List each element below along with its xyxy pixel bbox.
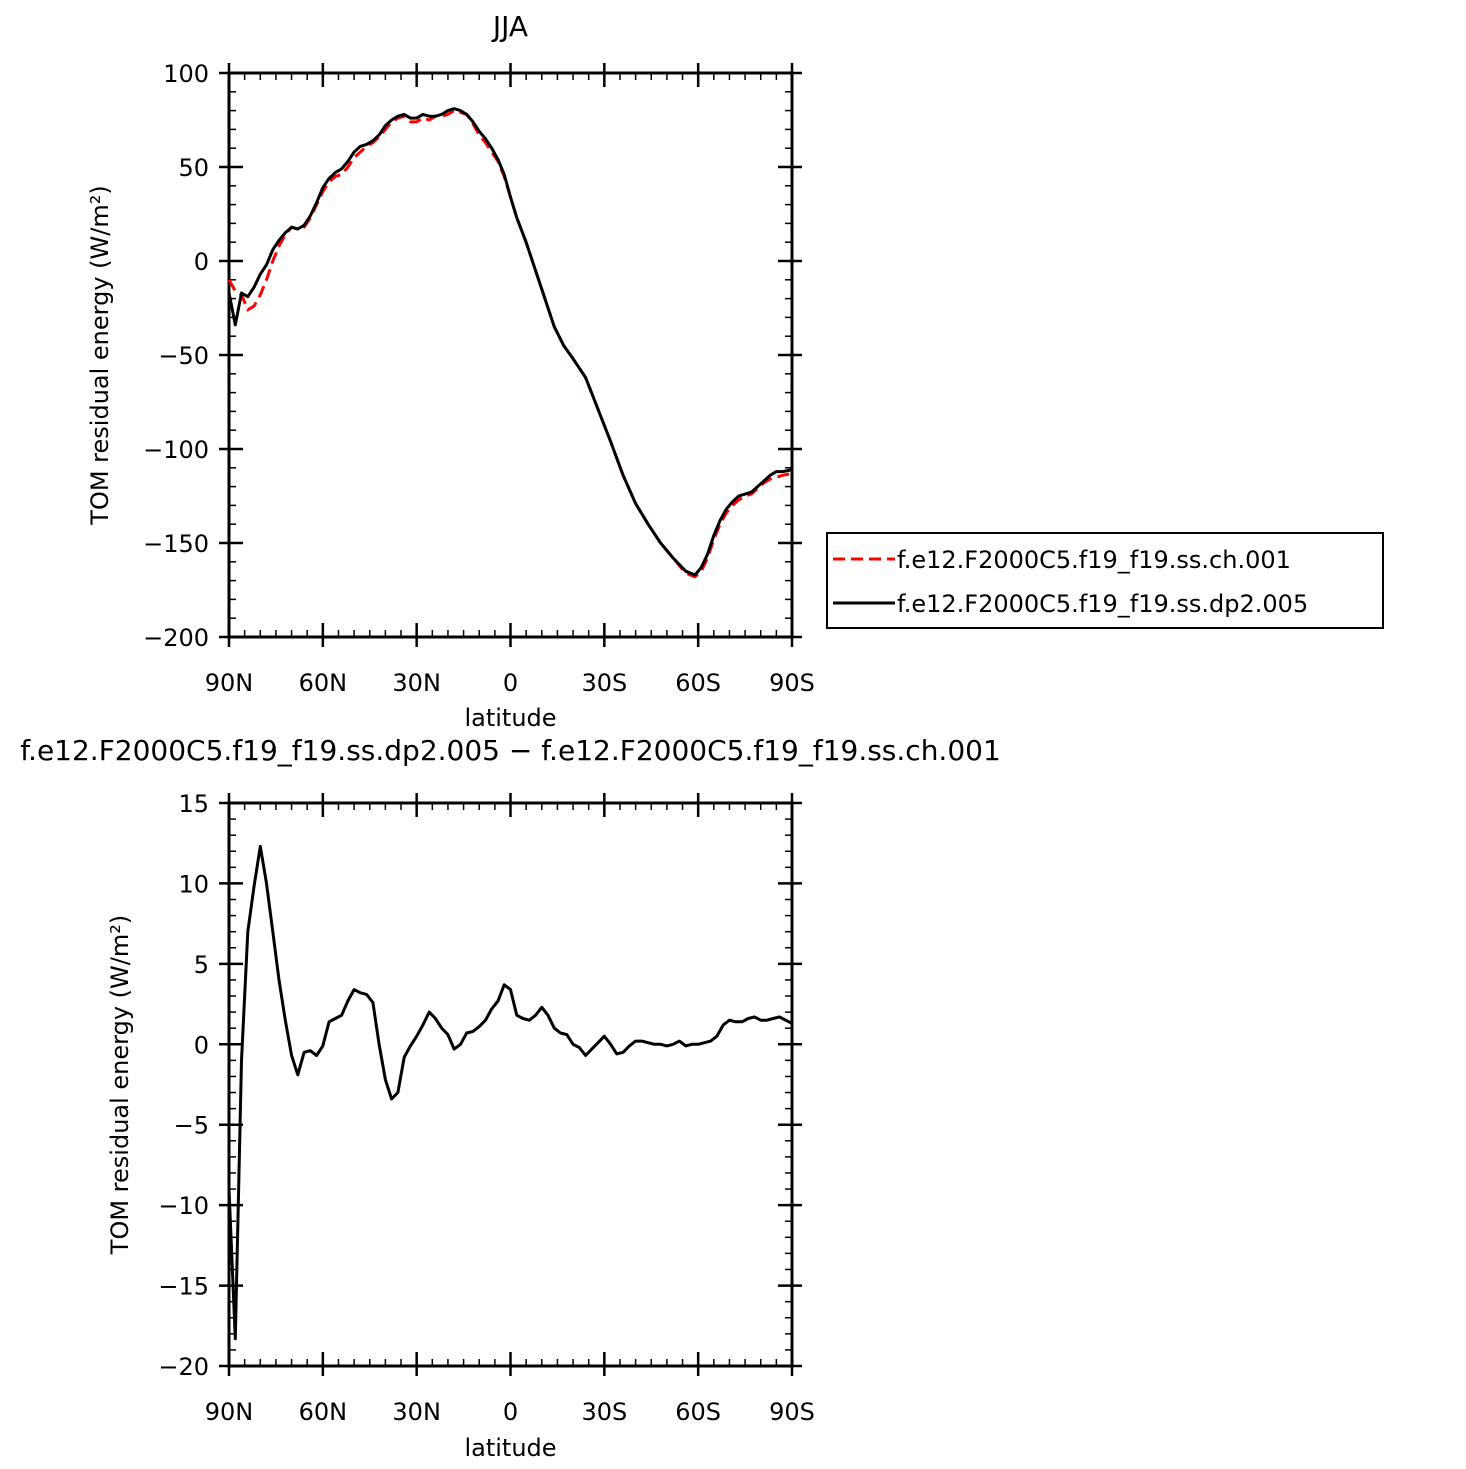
y-tick-label: −100: [143, 436, 209, 464]
x-tick-label: 90S: [769, 669, 815, 697]
x-tick-label: 30S: [581, 669, 627, 697]
y-tick-label: −50: [158, 342, 209, 370]
y-tick-label: −5: [174, 1112, 209, 1140]
x-tick-label: 60N: [299, 1398, 348, 1426]
y-tick-label: −20: [158, 1353, 209, 1381]
y-tick-label: 0: [194, 1031, 209, 1059]
x-tick-label: 90S: [769, 1398, 815, 1426]
y-axis-label: TOM residual energy (W/m²): [86, 185, 114, 525]
y-tick-label: −200: [143, 624, 209, 652]
plot-frame: [227, 801, 794, 1368]
y-tick-label: 5: [194, 951, 209, 979]
x-tick-label: 90N: [205, 1398, 254, 1426]
x-tick-label: 30N: [392, 669, 441, 697]
legend-box: [826, 532, 1384, 629]
series-line-1: [227, 844, 793, 1341]
x-axis-label: latitude: [464, 1434, 556, 1462]
x-tick-label: 30S: [581, 1398, 627, 1426]
legend-label-2: f.e12.F2000C5.f19_f19.ss.dp2.005: [897, 590, 1308, 618]
minor-ticks: [228, 802, 793, 1367]
x-tick-label: 0: [503, 669, 518, 697]
y-tick-label: 10: [178, 870, 209, 898]
series-line-2: [227, 107, 793, 577]
x-tick-label: 90N: [205, 669, 254, 697]
y-tick-label: 0: [194, 248, 209, 276]
x-tick-label: 60S: [675, 669, 721, 697]
x-tick-label: 0: [503, 1398, 518, 1426]
y-tick-label: 15: [178, 790, 209, 818]
chart-panel-1: 90N 60N 30N 0 30S 60S 90S 100 50 0 −50 −100 −150 −200…: [86, 10, 1384, 732]
y-axis-label: TOM residual energy (W/m²): [106, 915, 134, 1255]
chart-title: f.e12.F2000C5.f19_f19.ss.dp2.005 − f.e12…: [20, 734, 1001, 767]
legend: f.e12.F2000C5.f19_f19.ss.ch.001 f.e12.F20…: [826, 532, 1384, 629]
series-line-1: [227, 109, 793, 579]
y-tick-label: 100: [163, 60, 209, 88]
x-tick-label: 30N: [392, 1398, 441, 1426]
y-tick-label: −10: [158, 1192, 209, 1220]
y-tick-label: −15: [158, 1273, 209, 1301]
x-axis-label: latitude: [464, 704, 556, 732]
x-tick-label: 60N: [299, 669, 348, 697]
x-tick-label: 60S: [675, 1398, 721, 1426]
y-tick-label: −150: [143, 530, 209, 558]
legend-label-1: f.e12.F2000C5.f19_f19.ss.ch.001: [897, 546, 1291, 574]
y-tick-label: 50: [178, 154, 209, 182]
chart-panel-2: 90N 60N 30N 0 30S 60S 90S 15 10 5 0 −5 −10 −15 −20 f.e1…: [20, 734, 1001, 1462]
chart-title: JJA: [491, 10, 528, 43]
